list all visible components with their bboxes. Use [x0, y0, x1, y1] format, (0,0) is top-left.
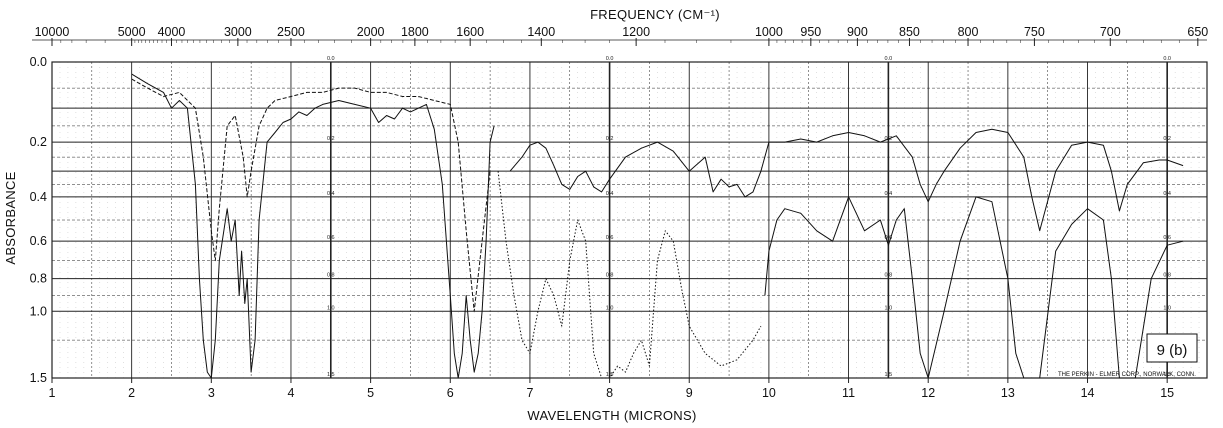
x-tick-label: 10	[762, 386, 776, 400]
y-tick-label: 1.0	[30, 304, 47, 318]
frequency-tick-label: 5000	[118, 25, 146, 39]
x-axis-title: WAVELENGTH (MICRONS)	[527, 408, 696, 423]
frequency-tick-label: 1600	[456, 25, 484, 39]
inner-scale-label: 0.0	[1163, 56, 1171, 62]
x-tick-label: 6	[447, 386, 454, 400]
sample-label-box: 9 (b)	[1146, 333, 1198, 363]
top-axis-title: FREQUENCY (CM⁻¹)	[590, 7, 720, 22]
y-tick-label: 1.5	[30, 371, 47, 385]
sample-label: 9 (b)	[1157, 342, 1188, 359]
inner-scale-label: 0.4	[327, 191, 335, 197]
y-axis-title: ABSORBANCE	[3, 171, 18, 264]
frequency-tick-label: 10000	[35, 25, 70, 39]
frequency-tick-label: 4000	[158, 25, 186, 39]
inner-scale-label: 1.0	[885, 305, 893, 311]
inner-scale-label: 0.6	[327, 235, 335, 241]
inner-scale-label: 0.8	[606, 273, 614, 279]
inner-scale-label: 0.6	[606, 235, 614, 241]
inner-scale-label: 0.4	[1163, 191, 1171, 197]
spectrum-series-line	[131, 78, 491, 312]
inner-scale-label: 1.5	[1163, 372, 1171, 378]
spectrum-series-line	[509, 128, 1184, 232]
x-tick-label: 7	[526, 386, 533, 400]
frequency-tick-label: 1200	[622, 25, 650, 39]
y-tick-label: 0.6	[30, 234, 47, 248]
frequency-tick-label: 850	[899, 25, 920, 39]
frequency-tick-label: 1800	[401, 25, 429, 39]
frequency-tick-label: 2000	[357, 25, 385, 39]
x-tick-label: 5	[367, 386, 374, 400]
x-tick-label: 15	[1160, 386, 1174, 400]
y-tick-label: 0.4	[30, 190, 47, 204]
inner-scale-label: 1.0	[327, 305, 335, 311]
x-tick-label: 2	[128, 386, 135, 400]
x-tick-label: 9	[686, 386, 693, 400]
inner-scale-label: 0.4	[606, 191, 614, 197]
y-tick-label: 0.2	[30, 135, 47, 149]
x-tick-label: 14	[1081, 386, 1095, 400]
inner-scale-label: 1.0	[1163, 305, 1171, 311]
inner-scale-label: 0.6	[1163, 235, 1171, 241]
inner-scale-label: 1.5	[885, 372, 893, 378]
frequency-tick-label: 3000	[224, 25, 252, 39]
x-tick-label: 1	[49, 386, 56, 400]
axis-ticks: 0.00.20.40.60.81.01.51 2 3 4 5 6 7 8 9 10 11 12 13 14…	[30, 25, 1209, 400]
spectrum-series-line	[497, 171, 762, 379]
footer-note: THE PERKIN - ELMER CORP., NORWALK, CONN.	[1058, 372, 1196, 378]
y-tick-label: 0.8	[30, 272, 47, 286]
inner-scale-label: 0.0	[606, 56, 614, 62]
inner-scale-label: 0.8	[327, 273, 335, 279]
x-tick-label: 13	[1001, 386, 1015, 400]
inner-scale-label: 0.0	[885, 56, 893, 62]
inner-scale-label: 0.2	[327, 136, 335, 142]
frequency-tick-label: 700	[1100, 25, 1121, 39]
inner-scale-label: 1.0	[606, 305, 614, 311]
frequency-tick-label: 800	[958, 25, 979, 39]
inner-scale-label: 0.0	[327, 56, 335, 62]
inner-scale-label: 0.4	[885, 191, 893, 197]
inner-scale-label: 0.8	[1163, 273, 1171, 279]
inner-scale-label: 0.2	[606, 136, 614, 142]
frequency-tick-label: 2500	[277, 25, 305, 39]
spectrum-series-line	[131, 73, 495, 379]
x-tick-label: 3	[208, 386, 215, 400]
spectrum-traces	[131, 73, 1184, 379]
grid-lines	[51, 61, 1208, 379]
x-tick-label: 12	[921, 386, 935, 400]
x-tick-label: 11	[842, 386, 855, 400]
inner-scale-label: 1.5	[327, 372, 335, 378]
spectrum-series-line	[764, 196, 1184, 379]
frequency-tick-label: 650	[1187, 25, 1208, 39]
x-tick-label: 8	[606, 386, 613, 400]
y-tick-label: 0.0	[30, 55, 47, 69]
frequency-tick-label: 1400	[527, 25, 555, 39]
inner-scale-label: 0.8	[885, 273, 893, 279]
frequency-tick-label: 900	[847, 25, 868, 39]
x-tick-label: 4	[287, 386, 294, 400]
frequency-tick-label: 750	[1024, 25, 1045, 39]
inner-scale-label: 0.6	[885, 235, 893, 241]
inner-absorbance-scales: 0.0 0.2 0.4 0.6 0.8 1.0 1.5 0.0 0.2 0.4 0.6 0.8 1.0 1…	[327, 56, 1171, 378]
inner-scale-label: 1.5	[606, 372, 614, 378]
frequency-tick-label: 950	[800, 25, 821, 39]
frequency-tick-label: 1000	[755, 25, 783, 39]
inner-scale-label: 0.2	[1163, 136, 1171, 142]
